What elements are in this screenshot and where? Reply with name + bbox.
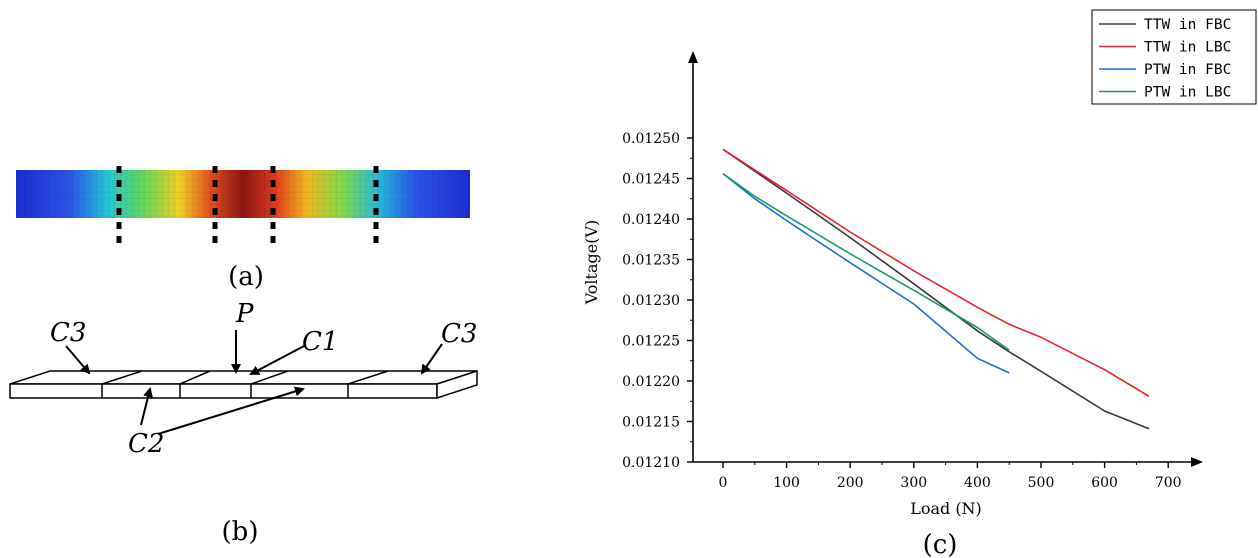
x-tick-label: 500 <box>1028 475 1055 491</box>
arrow-c3-right <box>420 343 443 375</box>
y-tick-label: 0.01230 <box>622 293 680 309</box>
y-tick-label: 0.01240 <box>622 212 680 228</box>
arrow-c3-left <box>65 345 91 375</box>
beam-side-face <box>436 369 478 400</box>
x-tick-label: 300 <box>900 475 927 491</box>
x-tick-label: 700 <box>1155 475 1182 491</box>
label-c1: C1 <box>302 327 338 357</box>
panel-a-label: (a) <box>228 262 264 292</box>
label-c2: C2 <box>128 429 164 459</box>
y-ticks: 0.01210 0.01215 0.01220 0.01225 0.01230 0.012… <box>622 131 693 471</box>
y-tick-label: 0.01215 <box>622 415 680 431</box>
x-axis-arrow <box>1191 457 1203 467</box>
panel-c-label: (c) <box>923 530 958 558</box>
segment-divider <box>179 370 211 385</box>
segment-divider <box>250 370 289 385</box>
y-tick-label: 0.01235 <box>622 253 680 269</box>
x-tick-label: 400 <box>964 475 991 491</box>
series-line-1 <box>722 148 1150 430</box>
x-tick-label: 600 <box>1091 475 1118 491</box>
contour-panel: (a) <box>16 166 470 292</box>
arrow-c1 <box>249 344 307 375</box>
legend-box <box>1091 9 1257 105</box>
y-tick-label: 0.01220 <box>622 374 680 390</box>
legend-label: TTW in LBC <box>1144 40 1231 56</box>
x-tick-label: 200 <box>837 475 864 491</box>
arrow-c2-b <box>157 386 305 435</box>
x-axis-title: Load (N) <box>910 499 982 518</box>
beam-front-face <box>9 383 438 399</box>
y-axis-arrow <box>688 51 698 63</box>
beam-top-face <box>9 370 478 385</box>
y-tick-label: 0.01210 <box>622 455 680 471</box>
x-tick-label: 100 <box>773 475 800 491</box>
label-p: P <box>235 299 254 329</box>
series-lines <box>722 148 1150 430</box>
y-tick-label: 0.01250 <box>622 131 680 147</box>
legend: TTW in FBC TTW in LBC PTW in FBC PTW in LBC <box>1091 9 1257 105</box>
schematic-panel: C3 P C1 C3 C2 (b) <box>9 299 478 547</box>
segment-divider <box>347 370 389 385</box>
x-ticks: 0 100 200 300 400 500 600 700 <box>719 462 1182 491</box>
legend-label: TTW in FBC <box>1144 17 1231 33</box>
segment-divider <box>101 370 143 385</box>
y-tick-label: 0.01245 <box>622 172 680 188</box>
series-line-3 <box>722 172 1010 374</box>
legend-label: PTW in FBC <box>1144 62 1231 78</box>
legend-label: PTW in LBC <box>1144 85 1231 101</box>
series-line-2 <box>722 148 1150 398</box>
x-tick-label: 0 <box>719 475 728 491</box>
series-line-4 <box>722 172 1010 351</box>
arrow-c2-a <box>140 387 153 426</box>
line-chart: 0.01210 0.01215 0.01220 0.01225 0.01230 0.012… <box>582 9 1257 558</box>
contour-mesh <box>16 170 470 218</box>
y-tick-label: 0.01225 <box>622 334 680 350</box>
panel-b-label: (b) <box>222 517 259 547</box>
label-c3-left: C3 <box>50 318 86 348</box>
y-axis-title: Voltage(V) <box>582 220 601 306</box>
label-c3-right: C3 <box>441 319 477 349</box>
